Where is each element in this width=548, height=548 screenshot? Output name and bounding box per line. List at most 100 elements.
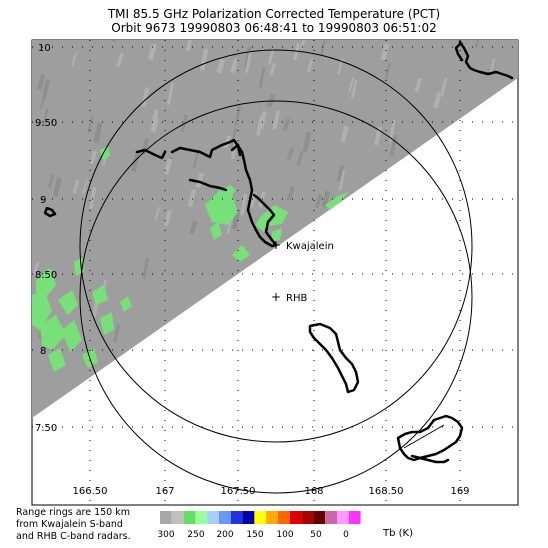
swath-streak xyxy=(440,78,448,96)
colorbar-tick-label: 50 xyxy=(310,530,322,540)
swath-streak xyxy=(111,40,116,42)
range-note-line3: and RHB C-band radars. xyxy=(16,531,131,542)
rain-patch xyxy=(100,146,110,160)
swath-streak xyxy=(267,48,275,65)
swath-streak xyxy=(131,151,140,172)
colorbar-swatch xyxy=(160,511,172,524)
colorbar-swatch xyxy=(337,511,349,524)
swath-streak xyxy=(142,257,150,279)
swath-streak xyxy=(256,115,264,136)
swath-streak xyxy=(320,40,326,57)
swath-streak xyxy=(71,51,78,67)
swath-streak xyxy=(148,43,157,60)
swath-streak xyxy=(269,62,277,76)
colorbar-swatch xyxy=(289,511,302,524)
swath-streak xyxy=(286,146,295,161)
colorbar-tick-label: 250 xyxy=(187,530,204,540)
swath-streak xyxy=(116,52,124,68)
lat-tick-label: 8 xyxy=(40,346,46,357)
swath-streak xyxy=(192,149,200,168)
colorbar-tick-label: 100 xyxy=(276,530,293,540)
swath-streak xyxy=(141,87,150,108)
swath-streak xyxy=(380,43,390,61)
rain-patch xyxy=(325,192,348,210)
swath-streak xyxy=(340,125,349,143)
swath-streak xyxy=(491,40,497,42)
swath-streak xyxy=(433,91,442,109)
rain-patch xyxy=(272,228,282,242)
swath-streak xyxy=(338,169,346,191)
lon-tick-label: 168 xyxy=(304,486,323,497)
colorbar-tick-label: 0 xyxy=(343,530,349,540)
lon-tick-label: 167.50 xyxy=(221,486,256,497)
range-ring-kwajalein xyxy=(79,49,473,443)
colorbar-swatch xyxy=(278,511,290,524)
swath-streak xyxy=(81,179,88,195)
colorbar-swatch xyxy=(230,511,243,524)
swath-streak xyxy=(72,179,80,194)
colorbar-labels: 300 250 200 150 100 50 0 xyxy=(157,530,349,540)
coastlines xyxy=(43,40,514,464)
swath-streak xyxy=(489,58,496,75)
range-ring-rhb xyxy=(79,100,473,494)
range-note-line2: from Kwajalein S-band xyxy=(16,519,123,530)
rain-patch xyxy=(40,315,66,350)
swath-streak xyxy=(306,58,314,73)
swath-streak xyxy=(390,134,398,157)
swath-streak xyxy=(152,118,160,133)
lat-tick-label: 9 xyxy=(40,195,46,206)
swath-streak xyxy=(187,189,197,208)
swath-streak xyxy=(89,150,97,165)
swath-streak xyxy=(199,48,209,71)
swath-streak xyxy=(296,151,304,166)
swath-streak xyxy=(245,51,252,74)
rain-patch xyxy=(48,348,66,372)
rain-patch xyxy=(210,222,222,240)
colorbar-swatch xyxy=(183,511,196,524)
swath-streak xyxy=(350,79,358,99)
swath-streak xyxy=(37,73,46,90)
colorbar-swatch xyxy=(219,511,231,524)
colorbar-tick-label: 200 xyxy=(216,530,233,540)
swath-streak xyxy=(272,110,281,130)
swath-streak xyxy=(189,220,198,235)
colorbar-swatch xyxy=(348,511,361,524)
swath-streak xyxy=(167,82,174,105)
rain-patch xyxy=(232,245,250,262)
swath-streak xyxy=(185,40,192,52)
lat-tick-label: 7.50 xyxy=(35,423,57,434)
rain-patch xyxy=(120,296,132,312)
swath-streak xyxy=(52,177,62,198)
swath-streak xyxy=(163,158,173,175)
colorbar-tick-label: 300 xyxy=(157,530,174,540)
kwajalein-marker: + xyxy=(271,238,281,252)
rain-patch xyxy=(62,320,82,352)
swath-streak xyxy=(292,42,301,61)
swath-streak xyxy=(234,105,242,126)
swath-streak xyxy=(282,118,291,132)
swath-streak xyxy=(414,77,423,93)
swath-streak xyxy=(87,116,94,133)
swath-streak xyxy=(321,190,331,208)
colorbar-tick-label: 150 xyxy=(246,530,263,540)
coast-thin-line xyxy=(403,424,445,449)
rain-patch xyxy=(205,190,238,225)
swath-streak xyxy=(163,209,172,227)
swath-streak xyxy=(286,186,295,201)
swath-streak xyxy=(474,40,480,48)
satellite-swath xyxy=(32,40,518,418)
rain-patch xyxy=(92,285,108,305)
swath-streak xyxy=(348,77,355,92)
map-subtitle: Orbit 9673 19990803 06:48:41 to 19990803… xyxy=(111,21,437,35)
swath-streak xyxy=(154,206,161,221)
colorbar-swatch xyxy=(313,511,326,524)
swath-streak xyxy=(258,191,266,208)
swath-streak xyxy=(150,109,159,132)
swath-streak xyxy=(230,128,237,149)
lon-tick-label: 168.50 xyxy=(369,486,404,497)
swath-streak xyxy=(42,108,49,127)
swath-streak xyxy=(195,172,205,189)
swath-streak xyxy=(315,194,323,209)
colorbar xyxy=(160,511,361,524)
